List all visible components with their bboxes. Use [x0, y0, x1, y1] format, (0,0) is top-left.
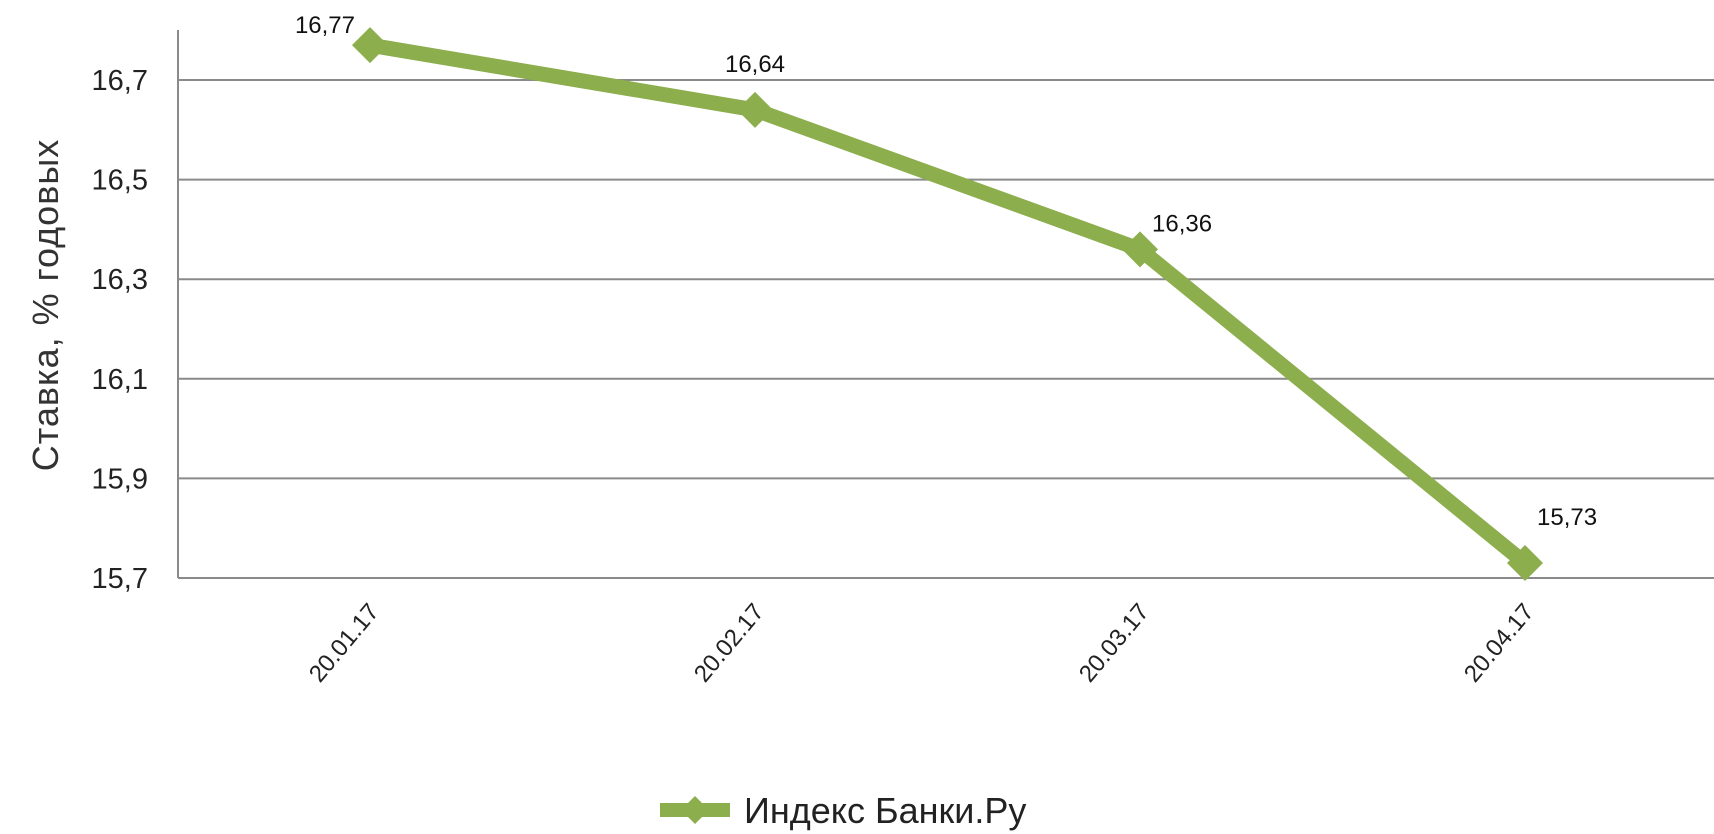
- series-layer: [362, 37, 1533, 571]
- x-axis-ticks: 20.01.17 20.02.17 20.03.17 20.04.17: [304, 599, 1540, 688]
- y-tick-label: 16,7: [92, 65, 148, 97]
- y-tick-label: 15,9: [92, 463, 148, 495]
- series-line: [362, 37, 1533, 571]
- x-tick-label: 20.03.17: [1074, 599, 1155, 688]
- y-tick-label: 16,5: [92, 165, 148, 197]
- data-label: 16,77: [295, 12, 355, 39]
- marker-layer: [352, 27, 1543, 582]
- y-tick-label: 15,7: [92, 563, 148, 595]
- x-tick-label: 20.01.17: [304, 599, 385, 688]
- data-point-marker: [1507, 545, 1543, 582]
- data-label: 16,64: [725, 51, 785, 78]
- legend: Индекс Банки.Ру: [660, 790, 1026, 831]
- gridlines: [178, 79, 1714, 579]
- legend-label: Индекс Банки.Ру: [744, 790, 1026, 831]
- data-labels: 16,77 16,64 16,36 15,73: [295, 12, 1597, 531]
- data-label: 16,36: [1152, 210, 1212, 237]
- y-axis-ticks: 15,7 15,9 16,1 16,3 16,5 16,7: [92, 65, 148, 595]
- legend-swatch-marker: [681, 796, 709, 824]
- x-tick-label: 20.02.17: [689, 599, 770, 688]
- data-point-marker: [1122, 231, 1158, 268]
- y-tick-label: 16,3: [92, 264, 148, 296]
- data-point-marker: [352, 27, 388, 64]
- data-point-marker: [737, 91, 773, 128]
- y-axis-label: Ставка, % годовых: [25, 139, 66, 471]
- data-label: 15,73: [1537, 504, 1597, 531]
- y-tick-label: 16,1: [92, 364, 148, 396]
- x-tick-label: 20.04.17: [1459, 599, 1540, 688]
